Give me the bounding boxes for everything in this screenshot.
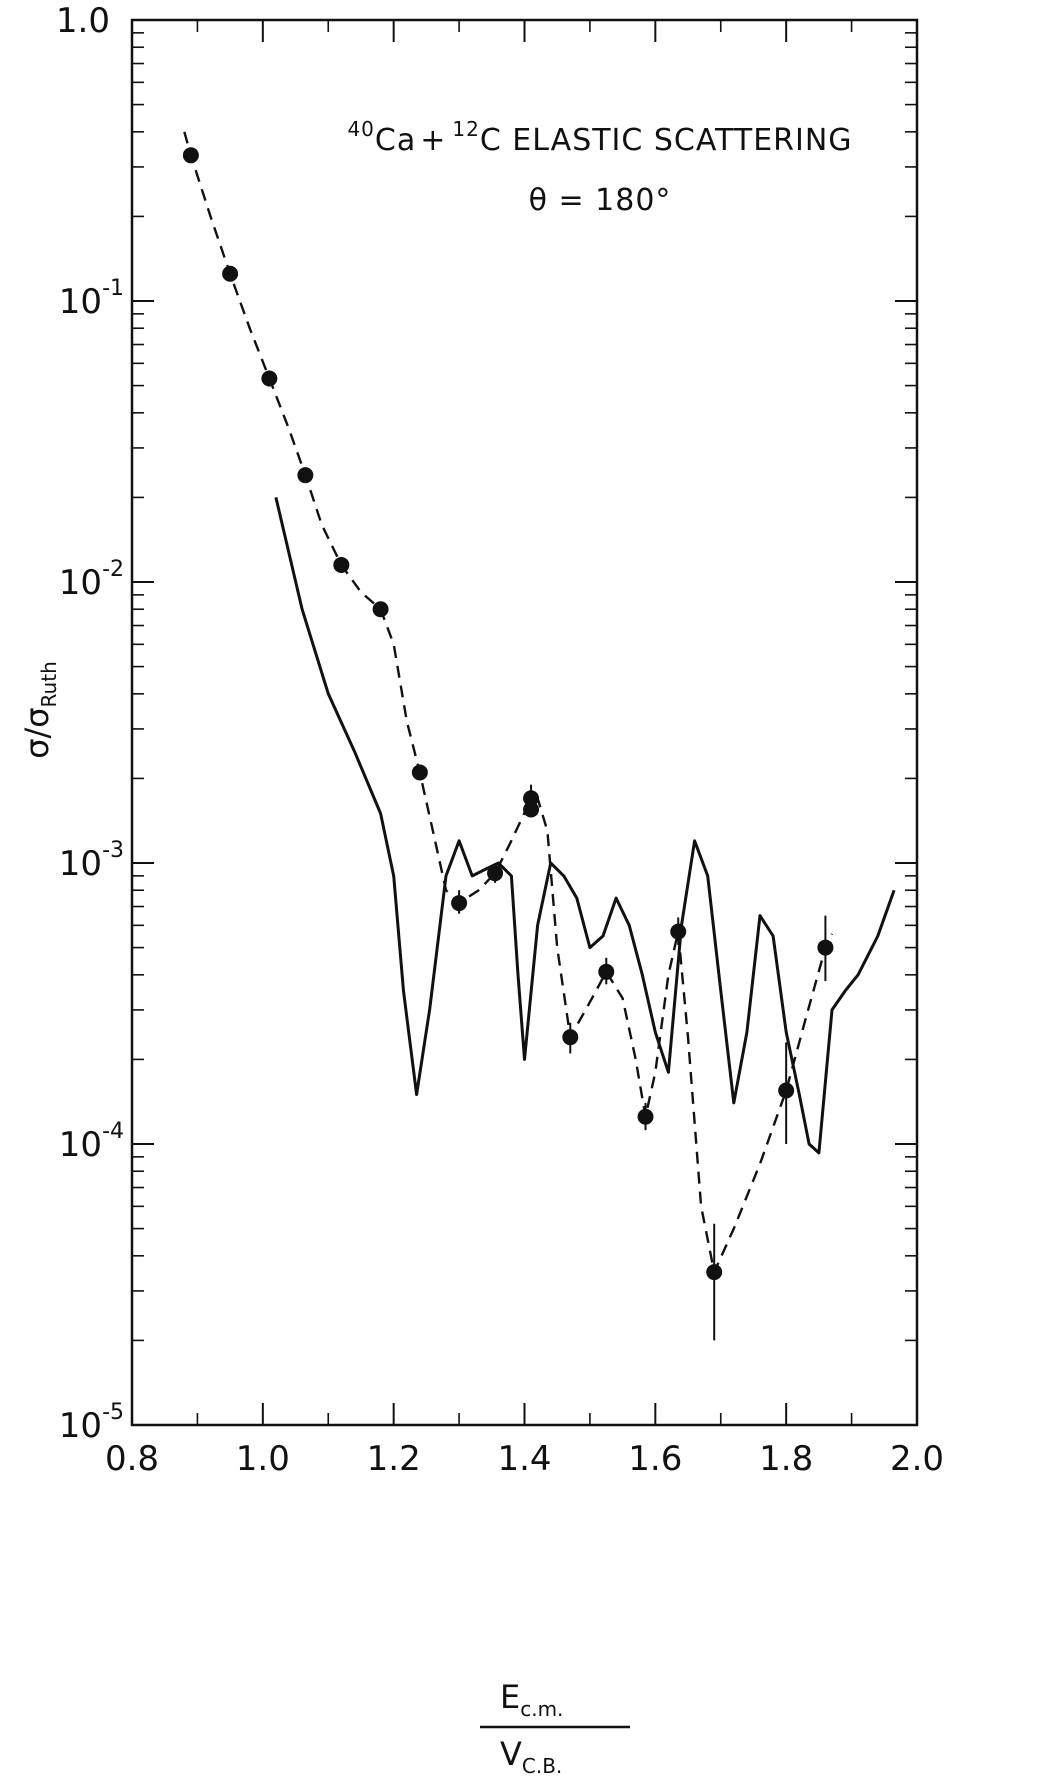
x-tick-label: 1.4 [497, 1439, 551, 1479]
data-point [222, 265, 239, 282]
data-point [670, 923, 687, 940]
title-line-1: 40Ca +12C ELASTIC SCATTERING [347, 117, 852, 158]
y-tick-label: 10-3 [59, 838, 124, 884]
data-point [637, 1108, 654, 1125]
data-point [182, 147, 199, 164]
data-point [562, 1029, 579, 1046]
data-point [411, 764, 428, 781]
title-line-2: θ = 180° [529, 183, 672, 218]
y-tick-label: 10-4 [59, 1119, 124, 1165]
data-point [451, 895, 468, 912]
data-point [706, 1264, 723, 1281]
x-tick-label: 1.2 [367, 1439, 421, 1479]
x-tick-label: 1.8 [759, 1439, 813, 1479]
x-label-denominator: VC.B. [500, 1735, 562, 1778]
data-point [598, 963, 615, 980]
y-tick-label: 10-2 [59, 557, 124, 603]
plot-frame [130, 18, 919, 1427]
y-tick-label: 10-5 [59, 1400, 124, 1446]
x-axis-label: Ec.m. VC.B. [480, 1678, 630, 1778]
x-tick-label: 0.8 [105, 1439, 159, 1479]
data-point [778, 1082, 795, 1099]
data-point [297, 467, 314, 484]
data-point [523, 790, 540, 807]
calculation-solid-line [274, 497, 896, 1155]
y-tick-label: 10-1 [59, 276, 124, 322]
data-point [372, 601, 389, 618]
data-point [487, 865, 504, 882]
x-tick-label: 2.0 [890, 1439, 944, 1479]
x-tick-label: 1.6 [628, 1439, 682, 1479]
tick-labels: 0.8 1.0 1.2 1.4 1.6 1.8 2.0 1.0 10-1 10-2 10-3 10-4… [56, 1, 944, 1479]
data-point [817, 939, 834, 956]
data-point [261, 370, 278, 387]
y-tick-label: 1.0 [56, 1, 110, 41]
data-point [523, 801, 540, 818]
x-tick-label: 1.0 [236, 1439, 290, 1479]
series-layer [182, 131, 896, 1341]
svg-text:σ/σRuth: σ/σRuth [18, 661, 61, 759]
chart-title: 40Ca +12C ELASTIC SCATTERING θ = 180° [347, 117, 852, 218]
data-point [333, 556, 350, 573]
y-axis-label: σ/σRuth [18, 661, 61, 759]
x-label-numerator: Ec.m. [500, 1678, 563, 1721]
